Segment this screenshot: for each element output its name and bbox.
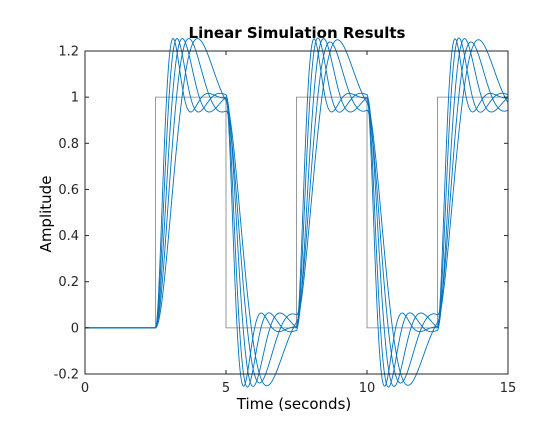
y-axis-label: Amplitude — [37, 176, 55, 253]
y-tick-label: 0.6 — [58, 183, 79, 198]
x-axis-label: Time (seconds) — [236, 395, 352, 413]
ticks-layer: 0 5 10 15-0.200.20.40.60.811.2 — [54, 45, 517, 397]
y-tick-label: -0.2 — [54, 368, 79, 383]
y-tick-label: 1.2 — [58, 45, 79, 60]
x-tick-label: 5 — [222, 381, 230, 396]
x-tick-label: 10 — [359, 381, 376, 396]
x-tick-label: 15 — [500, 381, 517, 396]
series-layer — [85, 37, 509, 388]
y-tick-label: 0.4 — [58, 229, 79, 244]
y-tick-label: 0.2 — [58, 275, 79, 290]
axes-box — [84, 50, 509, 375]
response-line-5 — [85, 38, 509, 387]
chart-title: Linear Simulation Results — [189, 24, 406, 42]
x-tick-label: 0 — [81, 381, 89, 396]
y-tick-label: 0 — [71, 321, 79, 336]
y-tick-label: 1 — [71, 91, 79, 106]
input-signal-line — [85, 96, 508, 329]
y-tick-label: 0.8 — [58, 137, 79, 152]
